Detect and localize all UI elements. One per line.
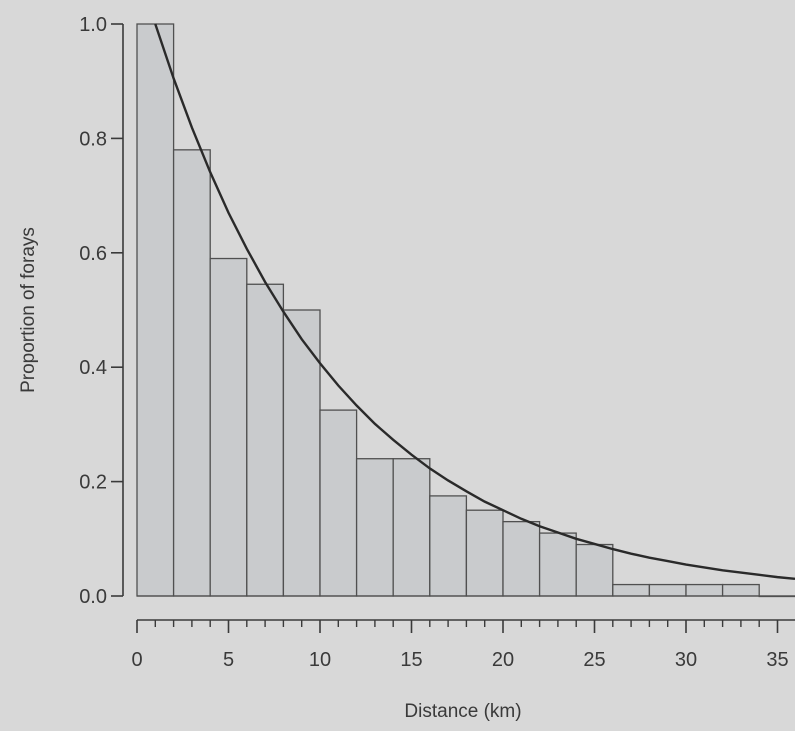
histogram-bar-15 [685,583,724,597]
histogram-bar-14 [648,583,687,597]
histogram-bar-12 [575,543,614,597]
histogram-bar-1 [172,149,211,597]
histogram-bar-5 [319,409,358,597]
histogram-bar-9 [465,509,504,597]
histogram-bar-3 [246,283,285,597]
fitted-curve-line [154,23,795,581]
x-tick-label-5: 25 [583,649,605,671]
histogram-bar-11 [538,532,577,597]
y-axis: 0.0 0.2 0.4 0.6 0.8 1.0 [79,14,124,608]
y-tick-label-2: 0.4 [79,357,107,379]
bars-group [136,23,795,598]
histogram-bar-8 [429,495,468,597]
y-tick-label-1: 0.2 [79,472,107,494]
x-tick-label-7: 35 [766,649,788,671]
histogram-bar-4 [282,309,321,597]
histogram-bar-6 [355,458,394,597]
x-tick-label-0: 0 [131,649,142,671]
y-tick-label-0: 0.0 [79,586,107,608]
x-tick-label-6: 30 [675,649,697,671]
histogram-bar-7 [392,458,431,597]
histogram-bar-16 [721,583,760,597]
y-tick-label-3: 0.6 [79,243,107,265]
histogram-bar-2 [209,257,248,597]
x-axis: 0 5 10 15 20 25 30 35 [131,619,795,671]
histogram-bar-13 [612,583,651,597]
x-tick-label-1: 5 [223,649,234,671]
x-tick-label-3: 15 [400,649,422,671]
y-axis-label: Proportion of forays [18,227,39,393]
histogram-bar-0 [136,23,175,597]
histogram-bar-10 [502,520,541,597]
x-tick-label-2: 10 [309,649,331,671]
x-tick-label-4: 20 [492,649,514,671]
y-tick-label-4: 0.8 [79,128,107,150]
x-axis-label: Distance (km) [404,701,521,722]
y-tick-label-5: 1.0 [79,14,107,36]
